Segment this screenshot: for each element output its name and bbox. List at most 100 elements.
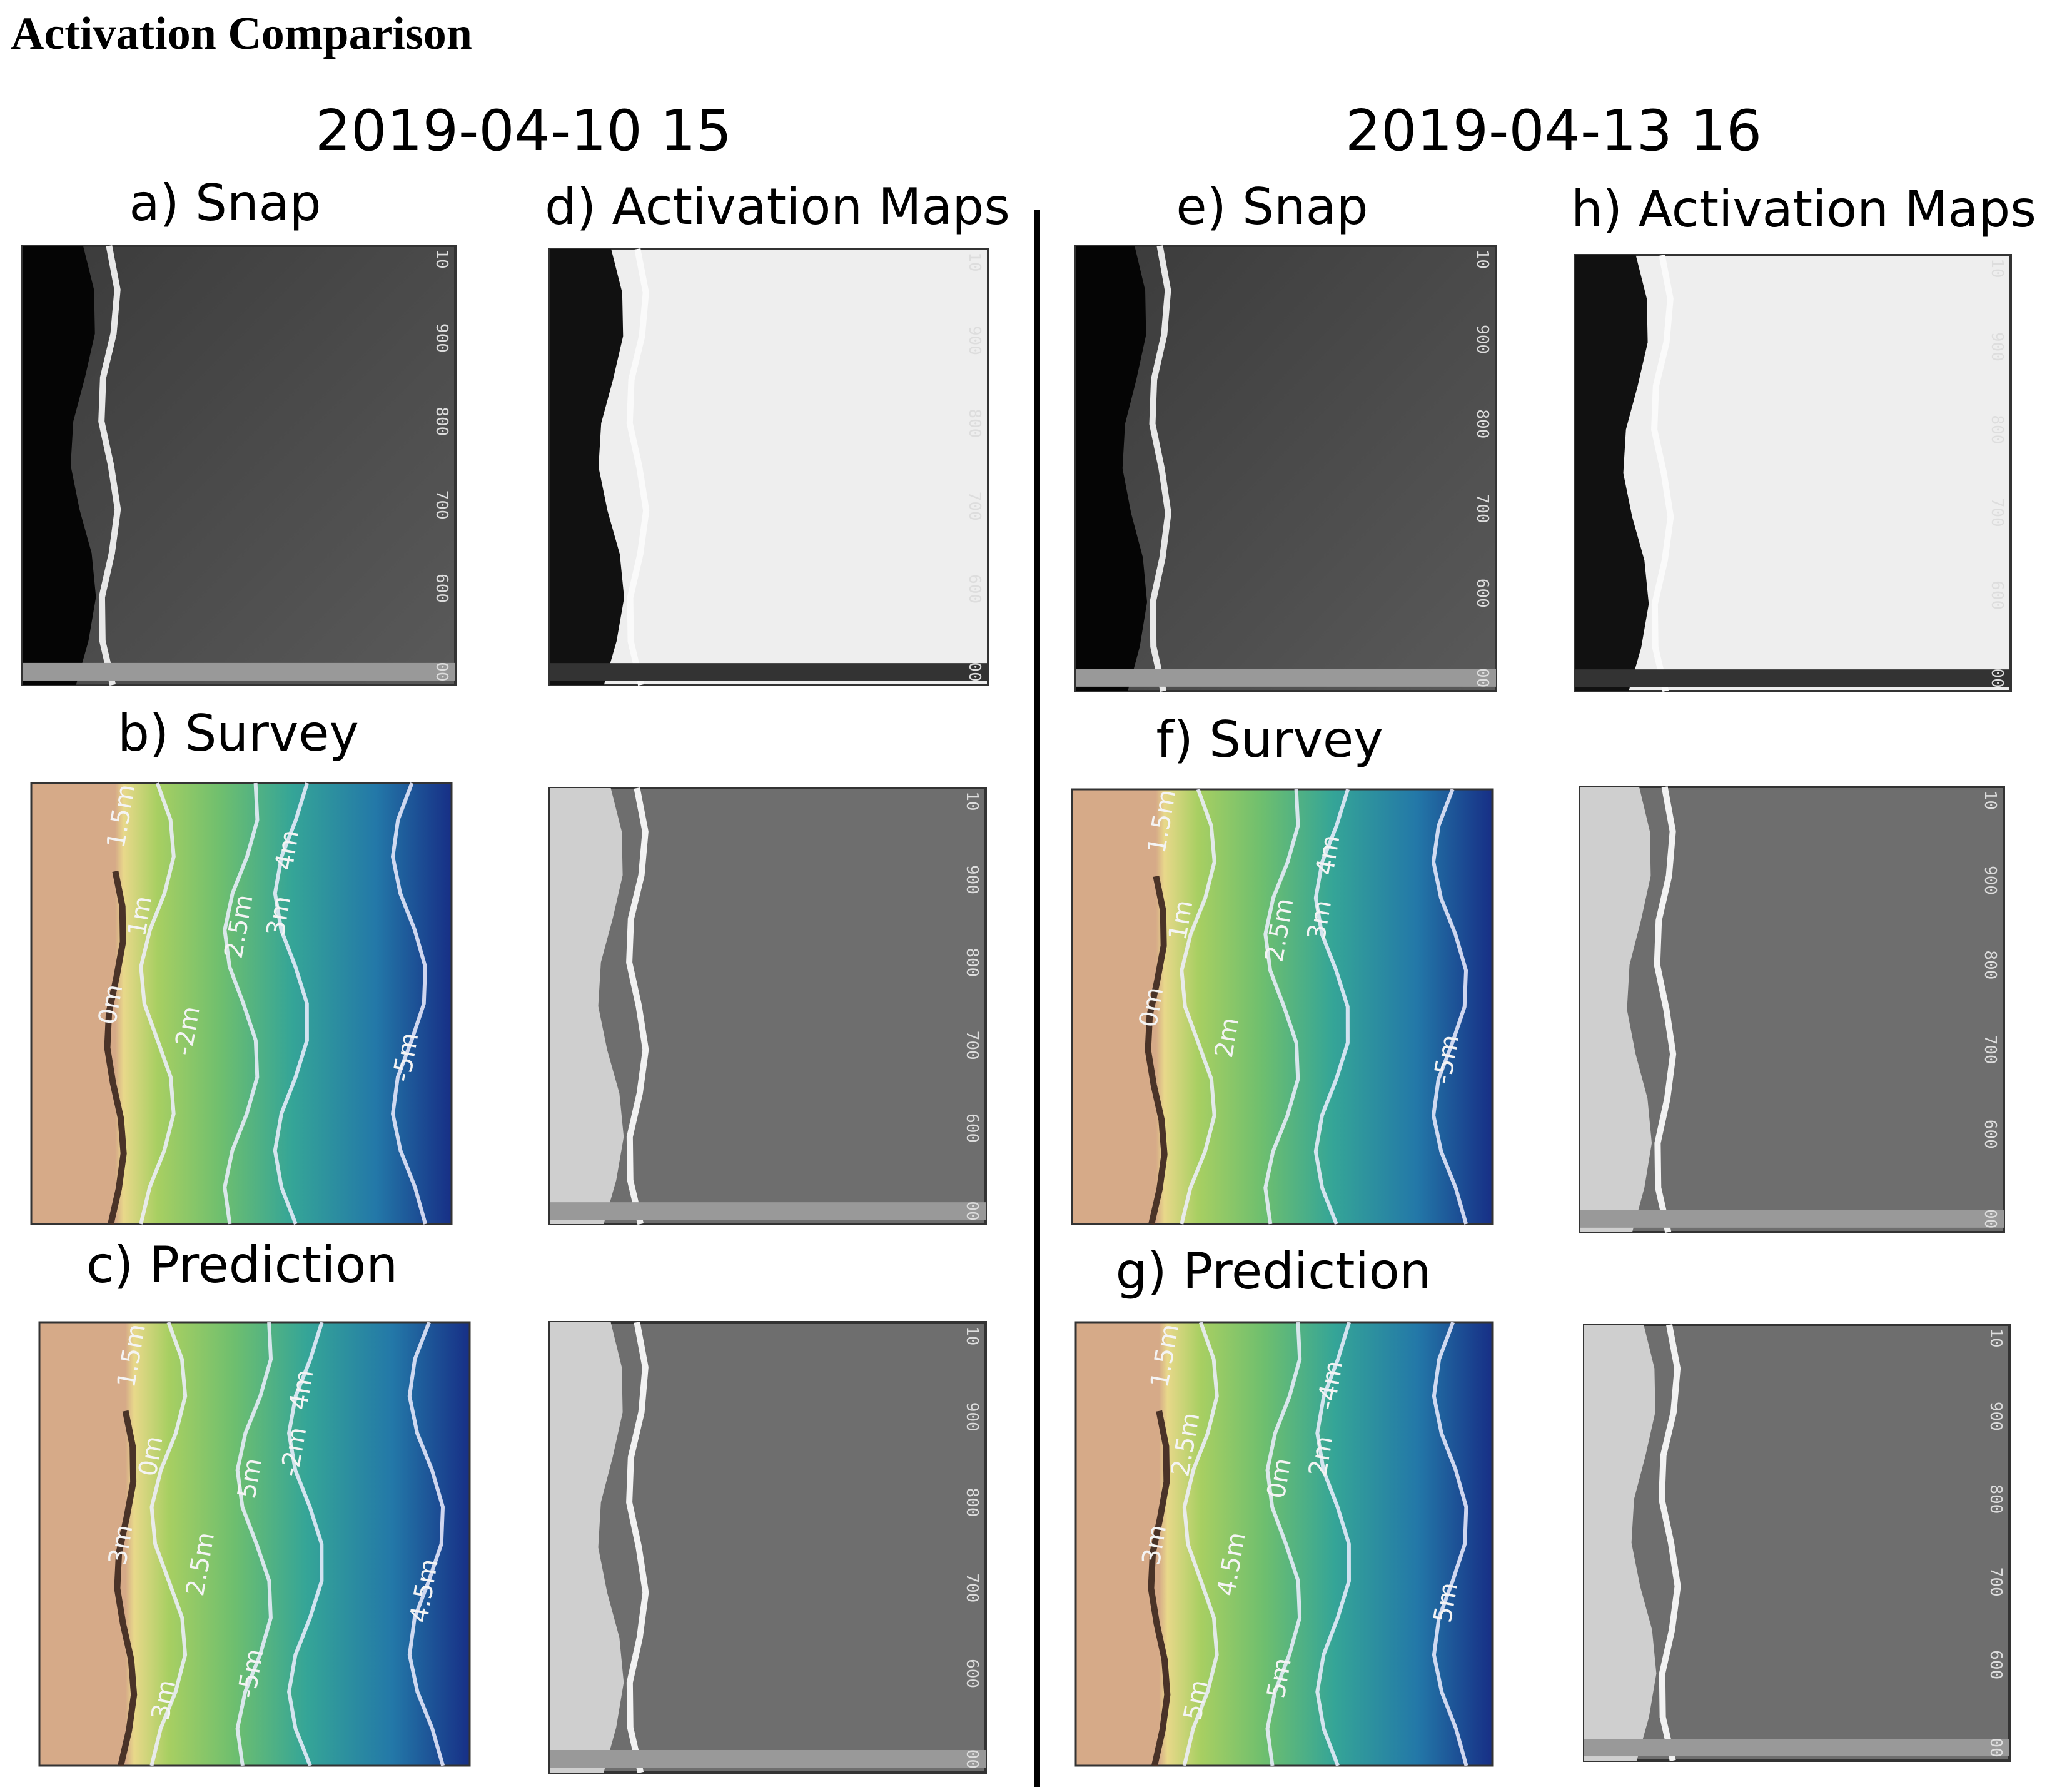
image-tick: 00 xyxy=(1988,668,2006,687)
column-date: 2019-04-13 16 xyxy=(1345,98,1762,164)
shore-line xyxy=(104,871,127,1225)
image-tick: 600 xyxy=(963,1659,981,1688)
bottom-strip xyxy=(1076,669,1496,687)
image-tick: 800 xyxy=(432,407,451,436)
image-tick: 900 xyxy=(1473,325,1492,354)
bottom-strip xyxy=(1580,1210,2004,1228)
contour-label: 5m xyxy=(1178,1678,1213,1722)
beach xyxy=(550,1322,624,1773)
contour-line xyxy=(139,782,176,1225)
image-bg xyxy=(1574,254,2012,692)
panel-image: 10 900 800 700 600 00 xyxy=(21,245,457,686)
contour-label: 3m xyxy=(103,1522,138,1567)
image-tick: 700 xyxy=(1986,1567,2005,1597)
contour-label: 3m xyxy=(1137,1522,1172,1567)
beach xyxy=(1575,255,1649,691)
image-tick: 00 xyxy=(1473,668,1492,687)
panel-image: 10 900 800 700 600 00 xyxy=(1574,254,2012,692)
contour-line xyxy=(1313,789,1350,1225)
panel-image: 10 900 800 700 600 00 xyxy=(548,248,989,686)
contour-line xyxy=(286,1322,324,1767)
bottom-strip xyxy=(1584,1739,2009,1757)
surf-line xyxy=(626,787,649,1225)
image-tick: 800 xyxy=(1473,409,1492,438)
image-tick: 800 xyxy=(1988,415,2006,444)
image-tick: 700 xyxy=(963,1031,981,1060)
image-tick: 10 xyxy=(1473,250,1492,269)
contour-line xyxy=(1263,789,1300,1225)
image-tick: 10 xyxy=(965,252,984,271)
image-tick: 00 xyxy=(432,662,451,681)
panel-label: e) Snap xyxy=(1176,178,1368,236)
image-tick: 600 xyxy=(1981,1120,1999,1149)
contour-label: 1m xyxy=(123,894,158,938)
image-tick: 700 xyxy=(432,490,451,520)
image-tick: 600 xyxy=(1473,579,1492,608)
image-tick: 600 xyxy=(965,574,984,604)
panel-label: h) Activation Maps xyxy=(1571,180,2036,238)
panel-image: 10 900 800 700 600 00 xyxy=(548,787,987,1225)
image-tick: 00 xyxy=(1981,1209,1999,1228)
bottom-strip xyxy=(1575,669,2011,687)
contour-label: 4m xyxy=(1310,833,1345,877)
beach xyxy=(550,249,624,685)
contour-label: 0m xyxy=(133,1434,168,1478)
contour-label: 0m xyxy=(93,982,128,1026)
image-tick: 700 xyxy=(1981,1035,1999,1065)
contour-label: 1m xyxy=(1163,898,1198,943)
panel-label: f) Survey xyxy=(1156,711,1383,769)
image-tick: 800 xyxy=(963,1488,981,1517)
image-tick: 600 xyxy=(432,574,451,603)
image-tick: 00 xyxy=(965,662,984,681)
image-tick: 10 xyxy=(432,249,451,268)
image-tick: 900 xyxy=(963,865,981,894)
contour-line xyxy=(1180,788,1216,1225)
contour-line xyxy=(149,1321,188,1766)
bottom-strip xyxy=(23,662,455,681)
contour-line xyxy=(1182,1322,1219,1766)
image-tick: 10 xyxy=(963,791,981,811)
image-bg xyxy=(21,245,457,686)
image-tick: 600 xyxy=(963,1113,981,1143)
surf-line xyxy=(1651,255,1674,692)
shore-line xyxy=(1148,1410,1171,1767)
shore-line xyxy=(1145,876,1168,1225)
image-tick: 700 xyxy=(1988,498,2006,527)
image-tick: 900 xyxy=(432,323,451,353)
panel-label: d) Activation Maps xyxy=(545,178,1010,236)
figure-title: Activation Comparison xyxy=(11,8,472,59)
image-tick: 00 xyxy=(963,1749,981,1769)
image-tick: 900 xyxy=(963,1402,981,1432)
contour-label: 5m xyxy=(1262,1656,1297,1700)
contour-line xyxy=(390,782,428,1225)
image-tick: 10 xyxy=(1981,791,1999,810)
image-tick: 600 xyxy=(1988,580,2006,610)
bottom-strip xyxy=(550,1202,986,1220)
image-tick: 10 xyxy=(1986,1328,2005,1347)
beach xyxy=(23,246,96,685)
image-tick: 10 xyxy=(963,1326,981,1345)
beach xyxy=(1076,246,1148,691)
panel-image: 10 900 800 700 600 00 xyxy=(1579,786,2005,1233)
divider xyxy=(1034,210,1040,1787)
image-tick: 800 xyxy=(963,948,981,977)
contour-label: 0m xyxy=(1262,1456,1297,1501)
panel-label: g) Prediction xyxy=(1116,1242,1432,1300)
image-tick: 10 xyxy=(1988,258,2006,278)
shore-line xyxy=(114,1410,138,1767)
image-tick: 00 xyxy=(963,1201,981,1220)
contour-label: 4m xyxy=(270,828,305,872)
image-tick: 800 xyxy=(965,408,984,438)
contour-label: 3m xyxy=(261,894,296,938)
image-tick: 700 xyxy=(963,1573,981,1602)
image-tick: 700 xyxy=(1473,494,1492,524)
image-bg xyxy=(1074,245,1497,692)
surf-line xyxy=(1149,245,1171,692)
surf-line xyxy=(1658,1324,1681,1762)
contour-line xyxy=(1265,1322,1302,1766)
